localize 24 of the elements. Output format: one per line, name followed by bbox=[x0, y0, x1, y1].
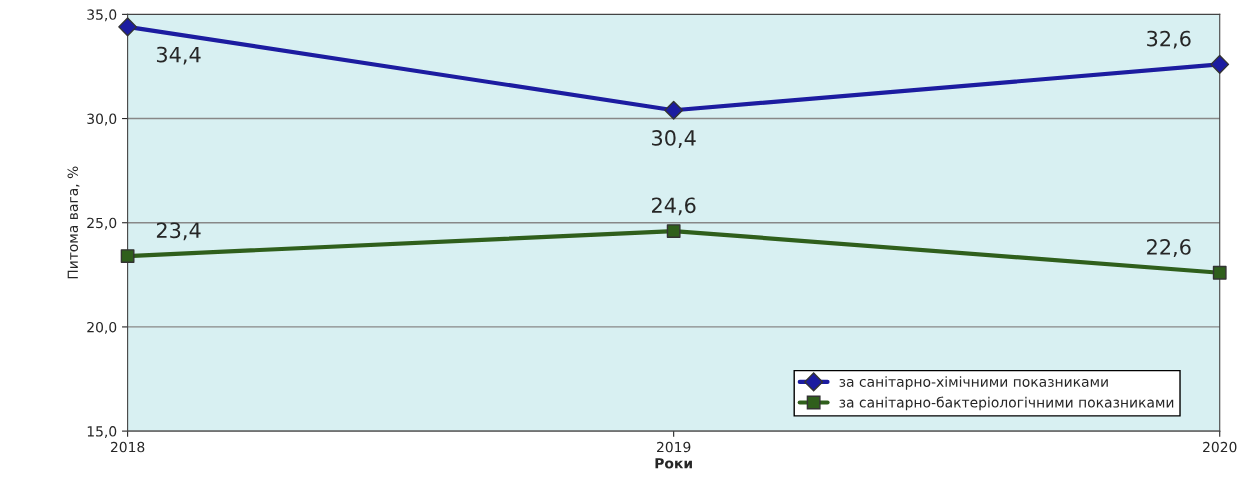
point bbox=[120, 249, 135, 263]
y-axis-title: Питома вага, % bbox=[67, 166, 80, 279]
data-label: 34,4 bbox=[156, 46, 201, 65]
y-tick-label: 35,0 bbox=[87, 9, 117, 22]
legend-label: за санітарно-хімічними показниками bbox=[839, 376, 1108, 390]
point bbox=[118, 17, 138, 37]
point bbox=[666, 224, 681, 238]
x-tick-label: 2019 bbox=[657, 441, 691, 453]
x-tick-label: 2018 bbox=[110, 441, 145, 453]
y-tick-label: 15,0 bbox=[87, 426, 117, 438]
x-tick-label: 2020 bbox=[1203, 441, 1237, 453]
y-tick-label: 25,0 bbox=[87, 217, 117, 230]
point bbox=[1212, 265, 1227, 280]
data-label: 23,4 bbox=[156, 222, 201, 241]
y-tick-label: 30,0 bbox=[87, 113, 117, 126]
y-tick-label: 20,0 bbox=[87, 321, 117, 334]
data-label: 32,6 bbox=[1147, 30, 1191, 49]
point bbox=[1210, 54, 1230, 74]
point bbox=[664, 100, 684, 120]
x-axis-title: Роки bbox=[655, 458, 692, 469]
legend-label: за санітарно-бактеріологічними показниками bbox=[839, 396, 1174, 411]
data-label: 30,4 bbox=[652, 130, 696, 148]
data-label: 24,6 bbox=[652, 197, 696, 216]
data-label: 22,6 bbox=[1147, 239, 1191, 257]
